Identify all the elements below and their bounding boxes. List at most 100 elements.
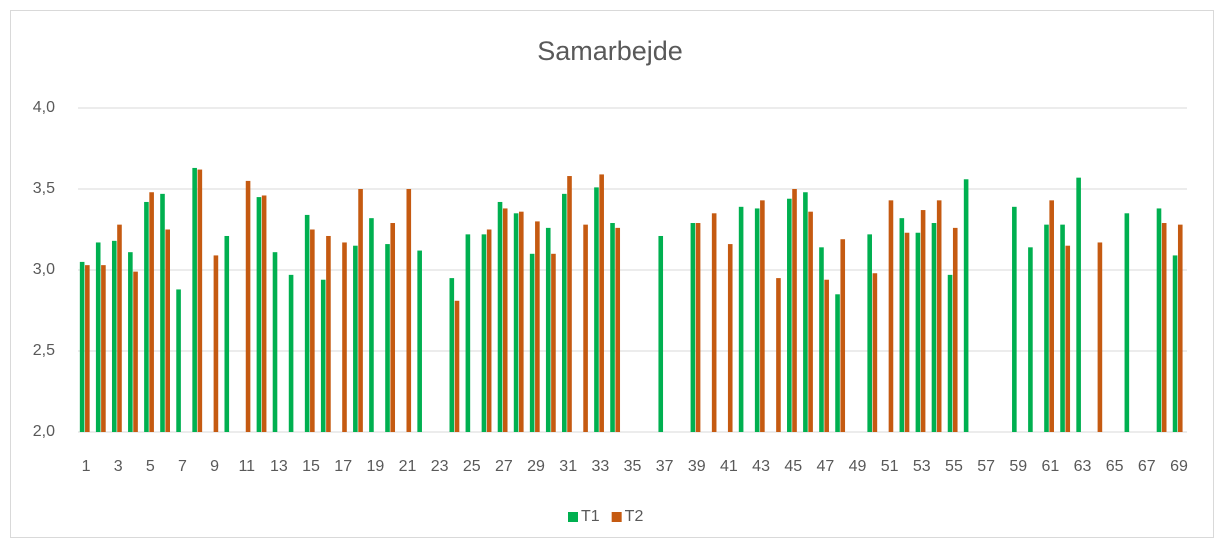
- bar: [133, 271, 138, 432]
- x-tick-label: 33: [591, 458, 609, 475]
- bar: [545, 227, 551, 432]
- bar: [610, 223, 615, 432]
- x-tick-label: 13: [270, 458, 288, 475]
- bar: [567, 176, 572, 432]
- y-tick-label: 3,0: [33, 261, 55, 278]
- bar: [1161, 223, 1167, 432]
- x-tick-label: 55: [945, 458, 963, 475]
- bar: [695, 223, 701, 432]
- x-tick-label: 57: [977, 458, 995, 475]
- x-tick-label: 19: [366, 458, 384, 475]
- bar: [256, 197, 262, 432]
- bar: [192, 167, 197, 432]
- x-tick-label: 21: [399, 458, 417, 475]
- bar: [1156, 208, 1162, 432]
- x-tick-label: 27: [495, 458, 513, 475]
- x-tick-label: 49: [849, 458, 867, 475]
- bar: [840, 239, 846, 432]
- x-tick-label: 37: [656, 458, 674, 475]
- bar: [1012, 206, 1017, 432]
- bar: [1097, 242, 1103, 432]
- bar: [776, 278, 781, 432]
- bar: [513, 213, 519, 432]
- bar: [117, 224, 122, 432]
- y-tick-label: 3,5: [33, 180, 55, 197]
- bar: [304, 214, 310, 432]
- bar: [963, 179, 969, 432]
- x-tick-label: 11: [238, 458, 255, 475]
- legend-swatch: [611, 512, 622, 522]
- x-tick-label: 5: [146, 458, 155, 475]
- bar: [803, 192, 808, 432]
- x-tick-label: 45: [784, 458, 802, 475]
- bar: [760, 200, 765, 432]
- bar: [952, 227, 958, 432]
- bar: [417, 250, 422, 432]
- bar: [658, 235, 664, 432]
- bar: [872, 273, 878, 432]
- x-tick-label: 31: [559, 458, 577, 475]
- x-tick-label: 65: [1106, 458, 1124, 475]
- x-tick-label: 67: [1138, 458, 1156, 475]
- bar: [449, 278, 455, 432]
- bar: [931, 223, 937, 432]
- bar: [824, 279, 829, 432]
- bar: [562, 193, 567, 432]
- bar: [583, 224, 588, 432]
- bar: [920, 210, 926, 432]
- bar: [518, 211, 524, 432]
- bar: [85, 265, 90, 432]
- bar: [261, 195, 267, 432]
- bar: [245, 180, 251, 432]
- bar: [486, 229, 492, 432]
- bar: [128, 252, 133, 432]
- y-tick-label: 2,0: [33, 423, 55, 440]
- bar: [936, 200, 942, 432]
- bar: [1076, 177, 1081, 432]
- bar: [947, 274, 953, 432]
- x-tick-label: 15: [302, 458, 320, 475]
- x-tick-label: 35: [624, 458, 642, 475]
- x-tick-label: 17: [334, 458, 352, 475]
- bar: [1172, 255, 1178, 432]
- bar: [165, 229, 170, 432]
- bar: [176, 289, 181, 432]
- bar: [465, 234, 471, 432]
- bar: [1060, 224, 1065, 432]
- bar: [754, 208, 760, 432]
- y-tick-label: 4,0: [33, 99, 55, 116]
- x-tick-label: 7: [178, 458, 187, 475]
- bar: [454, 300, 460, 432]
- bar: [111, 240, 117, 432]
- x-tick-label: 61: [1041, 458, 1059, 475]
- x-tick-label: 25: [463, 458, 481, 475]
- bar: [197, 169, 203, 432]
- bar: [738, 206, 744, 432]
- bar: [1044, 224, 1049, 432]
- bar: [326, 235, 331, 432]
- legend-label: T1: [581, 508, 600, 525]
- bar: [915, 232, 921, 432]
- bar: [819, 247, 824, 432]
- x-tick-label: 23: [431, 458, 449, 475]
- bar: [711, 213, 717, 432]
- bar: [95, 242, 101, 432]
- x-tick-label: 29: [527, 458, 545, 475]
- bar: [792, 189, 797, 432]
- bar: [342, 242, 347, 432]
- bar: [899, 218, 905, 432]
- bar: [160, 193, 165, 432]
- bar: [888, 200, 894, 432]
- x-tick-label: 63: [1074, 458, 1092, 475]
- bar: [497, 201, 503, 432]
- bar: [144, 201, 149, 432]
- chart-title: Samarbejde: [537, 36, 683, 66]
- bar: [481, 234, 487, 432]
- x-tick-label: 1: [82, 458, 91, 475]
- bar: [1124, 213, 1130, 432]
- bar: [808, 211, 813, 432]
- bar: [224, 235, 230, 432]
- x-tick-label: 3: [114, 458, 123, 475]
- bar: [406, 189, 412, 432]
